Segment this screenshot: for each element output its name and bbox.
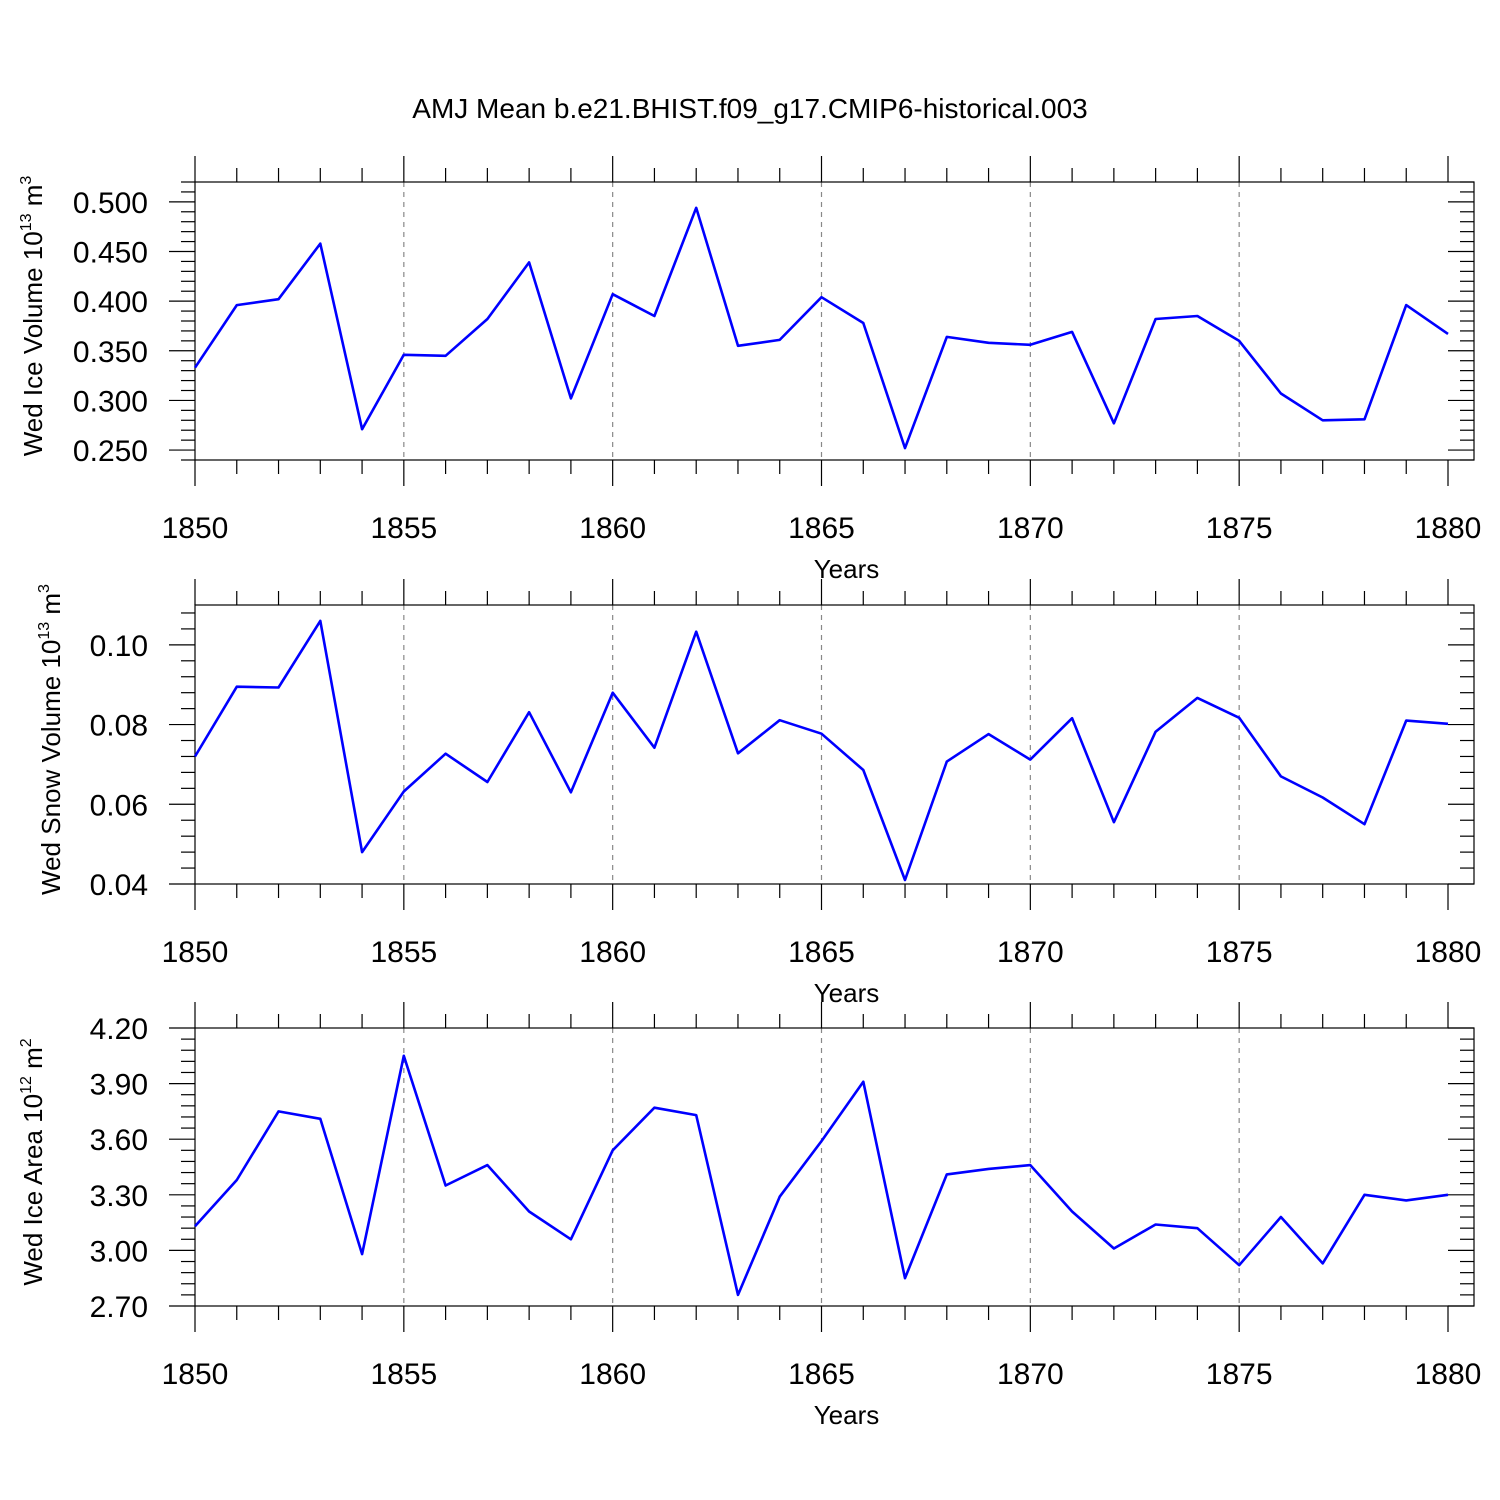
y-axis-label-exponent: 13 <box>18 213 35 231</box>
panel-2: 0.04 0.06 0.08 0.10 1850 1855 1860 1865 1870 1875… <box>36 579 1481 1008</box>
y-axis-label-unit: m <box>36 593 66 622</box>
x-tick-label: 1875 <box>1206 1358 1273 1391</box>
y-axis-label-text: Wed Snow Volume 10 <box>36 640 66 895</box>
x-tick-label: 1850 <box>162 936 229 969</box>
y-tick-label: 3.90 <box>90 1069 148 1102</box>
plot-frame <box>194 604 1475 885</box>
y-axis-label-unit: m <box>18 185 48 214</box>
x-tick-label: 1875 <box>1206 512 1273 545</box>
y-axis-label: Wed Ice Area 1012 m2 <box>18 1038 48 1285</box>
x-axis-label: Years <box>814 978 880 1008</box>
y-tick-label: 0.400 <box>73 286 148 319</box>
panel-1: 0.250 0.300 0.350 0.400 0.450 0.500 1850 1855 18… <box>18 156 1481 584</box>
y-axis-label-unit: m <box>18 1047 48 1076</box>
x-tick-label: 1870 <box>997 1358 1064 1391</box>
y-axis-label: Wed Ice Volume 1013 m3 <box>18 176 48 457</box>
x-tick-label: 1865 <box>788 1358 855 1391</box>
figure-title: AMJ Mean b.e21.BHIST.f09_g17.CMIP6-histo… <box>412 93 1087 124</box>
x-tick-label: 1865 <box>788 936 855 969</box>
x-tick-label: 1870 <box>997 512 1064 545</box>
x-tick-label: 1880 <box>1415 512 1482 545</box>
x-tick-label: 1860 <box>579 1358 646 1391</box>
series-line-wed-snow-volume <box>193 619 1449 882</box>
x-tick-label: 1880 <box>1415 1358 1482 1391</box>
y-tick-label: 3.60 <box>90 1124 148 1157</box>
x-tick-label: 1865 <box>788 512 855 545</box>
x-tick-label: 1855 <box>370 512 437 545</box>
x-tick-label: 1850 <box>162 512 229 545</box>
y-tick-label: 0.06 <box>90 789 148 822</box>
y-axis-label-exponent: 13 <box>36 622 53 640</box>
y-axis-label: Wed Snow Volume 1013 m3 <box>36 584 66 895</box>
x-tick-label: 1880 <box>1415 936 1482 969</box>
x-tick-label: 1870 <box>997 936 1064 969</box>
y-tick-label: 3.00 <box>90 1235 148 1268</box>
y-tick-label: 0.04 <box>90 869 148 902</box>
series-line-wed-ice-area <box>194 1054 1449 1297</box>
x-tick-label: 1860 <box>579 936 646 969</box>
x-axis-label: Years <box>814 554 880 584</box>
y-tick-label: 0.500 <box>73 187 148 220</box>
series-line-wed-ice-volume <box>193 206 1449 450</box>
y-tick-label: 0.350 <box>73 336 148 369</box>
y-tick-label: 2.70 <box>90 1291 148 1324</box>
x-axis-label: Years <box>814 1400 880 1430</box>
y-axis-label-unit-exponent: 3 <box>36 584 53 593</box>
x-tick-label: 1855 <box>370 936 437 969</box>
y-tick-label: 0.10 <box>90 630 148 663</box>
panel-3: 2.70 3.00 3.30 3.60 3.90 4.20 1850 1855 1860 1865… <box>18 1002 1481 1430</box>
y-tick-label: 0.08 <box>90 710 148 743</box>
y-axis-label-unit-exponent: 3 <box>18 176 35 185</box>
y-axis-label-text: Wed Ice Volume 10 <box>18 231 48 456</box>
x-tick-label: 1850 <box>162 1358 229 1391</box>
y-axis-label-unit-exponent: 2 <box>18 1038 35 1047</box>
y-axis-label-text: Wed Ice Area 10 <box>18 1094 48 1286</box>
plot-frame <box>194 1027 1475 1307</box>
y-axis-label-exponent: 12 <box>18 1076 35 1094</box>
panels: 0.250 0.300 0.350 0.400 0.450 0.500 1850 1855 18… <box>18 156 1481 1430</box>
y-tick-label: 4.20 <box>90 1013 148 1046</box>
y-tick-label: 3.30 <box>90 1180 148 1213</box>
y-tick-label: 0.250 <box>73 435 148 468</box>
x-tick-label: 1860 <box>579 512 646 545</box>
x-tick-label: 1855 <box>370 1358 437 1391</box>
y-tick-label: 0.300 <box>73 385 148 418</box>
x-tick-label: 1875 <box>1206 936 1273 969</box>
y-tick-label: 0.450 <box>73 237 148 270</box>
